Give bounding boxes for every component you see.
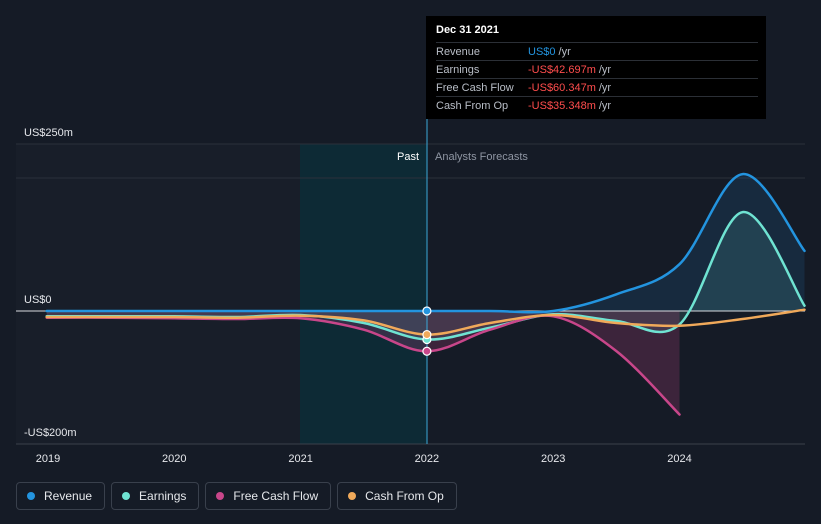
grid: [16, 143, 805, 445]
tooltip-row-name: Revenue: [436, 45, 481, 58]
legend-item-free-cash-flow[interactable]: Free Cash Flow: [205, 482, 332, 510]
free-cash-flow-marker: [422, 346, 432, 356]
tooltip-date: Dec 31 2021: [436, 24, 499, 36]
tooltip-row-value: -US$35.348m: [528, 99, 596, 112]
legend-dot-icon: [348, 492, 357, 500]
tooltip-row: Revenue US$0/yr: [436, 42, 758, 60]
y-axis-bottom-label: -US$200m: [24, 427, 77, 439]
legend-item-earnings[interactable]: Earnings: [111, 482, 200, 510]
legend-label: Earnings: [139, 489, 187, 503]
legend-item-cash-from-op[interactable]: Cash From Op: [337, 482, 457, 510]
legend-dot-icon: [216, 492, 225, 500]
legend-label: Free Cash Flow: [233, 489, 319, 503]
legend: Revenue Earnings Free Cash Flow Cash From O…: [16, 482, 457, 510]
revenue-marker: [422, 306, 432, 316]
revenue-area: [46, 174, 805, 313]
highlight-band: [300, 144, 427, 444]
tooltip-row-name: Cash From Op: [436, 99, 509, 112]
legend-dot-icon: [27, 492, 35, 500]
x-tick-label: 2020: [162, 453, 186, 465]
tooltip-row-unit: /yr: [598, 81, 612, 94]
x-tick-label: 2023: [541, 453, 565, 465]
x-tick-label: 2019: [36, 453, 60, 465]
forecast-label: Analysts Forecasts: [435, 151, 528, 163]
revenue-line: [45, 172, 806, 314]
tooltip-row-unit: /yr: [558, 45, 571, 58]
legend-label: Cash From Op: [365, 489, 444, 503]
tooltip-row-value: US$0: [528, 45, 556, 58]
x-tick-label: 2021: [288, 453, 312, 465]
x-tick-label: 2022: [415, 453, 439, 465]
tooltip-row-name: Free Cash Flow: [436, 81, 514, 94]
tooltip: Dec 31 2021 Revenue US$0/yr Earnings -US$42…: [426, 16, 766, 119]
tooltip-row-value: -US$42.697m: [528, 63, 596, 76]
tooltip-row-name: Earnings: [436, 63, 480, 76]
tooltip-row: Free Cash Flow -US$60.347m/yr: [436, 78, 758, 96]
tooltip-row-unit: /yr: [598, 63, 612, 76]
tooltip-row-value: -US$60.347m: [528, 81, 596, 94]
legend-label: Revenue: [44, 489, 93, 503]
y-axis-top-label: US$250m: [24, 127, 73, 139]
cash-from-op-marker: [422, 329, 432, 340]
tooltip-row: Earnings -US$42.697m/yr: [436, 60, 758, 78]
tooltip-row-unit: /yr: [598, 99, 612, 112]
y-axis-zero-label: US$0: [24, 294, 52, 306]
legend-dot-icon: [122, 492, 131, 500]
past-label: Past: [397, 151, 419, 163]
legend-item-revenue[interactable]: Revenue: [16, 482, 106, 510]
tooltip-row: Cash From Op -US$35.348m/yr: [436, 96, 758, 114]
x-tick-label: 2024: [667, 453, 691, 465]
